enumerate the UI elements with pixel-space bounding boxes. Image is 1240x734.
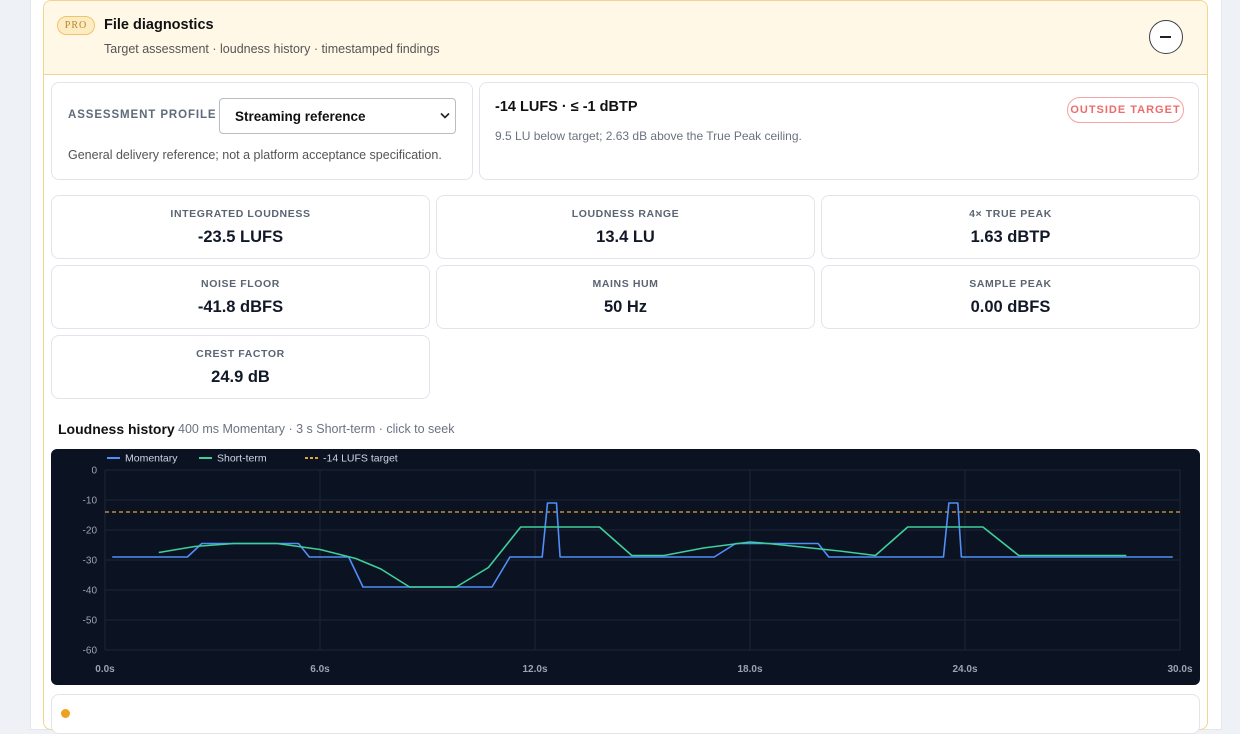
loudness-chart[interactable]: 0 -10 -20 -30 -40 -50 -60 0.0s 6.0s 12.0s 18.0s 24.… <box>51 449 1200 685</box>
metric-label: LOUDNESS RANGE <box>571 208 680 220</box>
profile-label: ASSESSMENT PROFILE <box>68 109 217 121</box>
panel-header <box>44 1 1207 75</box>
metric-value: -23.5 LUFS <box>197 228 284 246</box>
metric-value: -41.8 dBFS <box>197 298 284 316</box>
x-tick-label: 30.0s <box>1167 664 1192 675</box>
legend-label: Short-term <box>217 453 267 465</box>
metric-card: CREST FACTOR 24.9 dB <box>51 335 430 399</box>
collapse-icon <box>1160 36 1171 38</box>
metric-card: SAMPLE PEAK 0.00 dBFS <box>821 265 1200 329</box>
y-tick-label: -60 <box>83 646 98 657</box>
metric-value: 50 Hz <box>603 298 648 316</box>
x-tick-label: 12.0s <box>522 664 547 675</box>
metric-label: 4× TRUE PEAK <box>969 208 1052 220</box>
assessment-headline: -14 LUFS · ≤ -1 dBTP <box>495 99 638 115</box>
series-line <box>112 502 1173 588</box>
metric-value: 1.63 dBTP <box>970 228 1051 246</box>
metric-label: NOISE FLOOR <box>201 278 280 290</box>
chart-panel <box>51 449 1200 685</box>
metric-card: MAINS HUM 50 Hz <box>436 265 815 329</box>
metric-label: CREST FACTOR <box>196 348 285 360</box>
collapse-button[interactable] <box>1149 20 1183 54</box>
profile-select[interactable]: Streaming reference <box>219 98 456 134</box>
findings-card <box>51 694 1200 734</box>
metric-card: NOISE FLOOR -41.8 dBFS <box>51 265 430 329</box>
metric-label: INTEGRATED LOUDNESS <box>170 208 311 220</box>
y-tick-label: -20 <box>83 526 98 537</box>
y-tick-label: -10 <box>83 496 98 507</box>
profile-note: General delivery reference; not a platfo… <box>68 148 442 162</box>
y-tick-label: -30 <box>83 556 98 567</box>
profile-selected: Streaming reference <box>235 109 366 124</box>
metric-label: MAINS HUM <box>592 278 659 290</box>
page: PRO File diagnostics Target assessment ·… <box>30 0 1222 734</box>
x-tick-label: 24.0s <box>952 664 977 675</box>
x-tick-label: 0.0s <box>95 664 115 675</box>
pro-badge: PRO <box>57 16 95 35</box>
metric-card: 4× TRUE PEAK 1.63 dBTP <box>821 195 1200 259</box>
metric-card: INTEGRATED LOUDNESS -23.5 LUFS <box>51 195 430 259</box>
metric-value: 13.4 LU <box>596 228 655 246</box>
y-tick-label: 0 <box>91 466 97 477</box>
select-chevron <box>440 112 450 119</box>
legend-label: Momentary <box>125 453 178 465</box>
history-title: Loudness history <box>58 421 175 437</box>
metric-value: 0.00 dBFS <box>970 298 1051 316</box>
metric-card: LOUDNESS RANGE 13.4 LU <box>436 195 815 259</box>
legend-label: -14 LUFS target <box>323 453 398 465</box>
metric-label: SAMPLE PEAK <box>969 278 1052 290</box>
panel-subtitle: Target assessment · loudness history · t… <box>104 42 440 56</box>
panel-title: File diagnostics <box>104 17 214 33</box>
series-line <box>158 526 1127 588</box>
y-tick-label: -50 <box>83 616 98 627</box>
assessment-detail: 9.5 LU below target; 2.63 dB above the T… <box>495 129 802 143</box>
y-tick-label: -40 <box>83 586 98 597</box>
status-badge: OUTSIDE TARGET <box>1067 97 1184 123</box>
metric-value: 24.9 dB <box>211 368 270 386</box>
history-subtitle: 400 ms Momentary · 3 s Short-term · clic… <box>178 422 455 436</box>
x-tick-label: 6.0s <box>310 664 330 675</box>
x-tick-label: 18.0s <box>737 664 762 675</box>
finding-icon <box>61 709 70 718</box>
